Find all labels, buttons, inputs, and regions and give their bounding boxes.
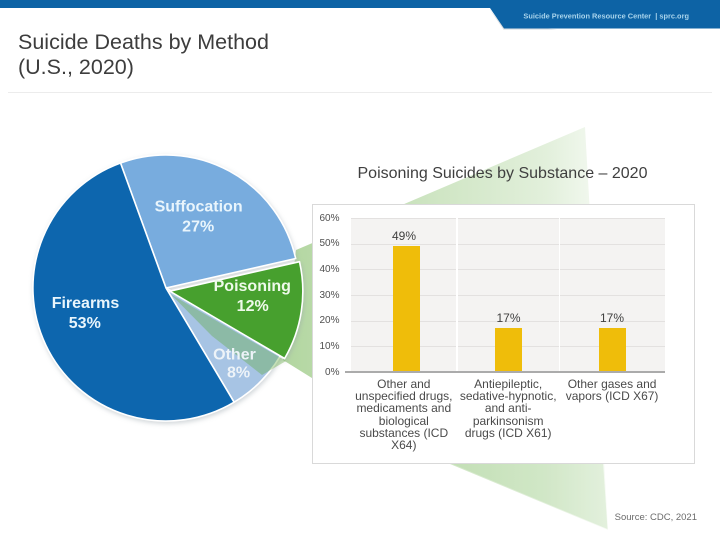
- svg-text:53%: 53%: [69, 315, 101, 332]
- svg-text:Firearms: Firearms: [52, 295, 120, 312]
- svg-text:Suicide Prevention Resource Ce: Suicide Prevention Resource Center | spr…: [523, 12, 689, 21]
- svg-text:8%: 8%: [227, 365, 250, 382]
- svg-text:12%: 12%: [237, 298, 269, 315]
- svg-text:Poisoning: Poisoning: [214, 278, 291, 295]
- svg-text:Suffocation: Suffocation: [155, 198, 243, 215]
- svg-text:27%: 27%: [182, 218, 214, 235]
- svg-text:Other: Other: [213, 347, 256, 364]
